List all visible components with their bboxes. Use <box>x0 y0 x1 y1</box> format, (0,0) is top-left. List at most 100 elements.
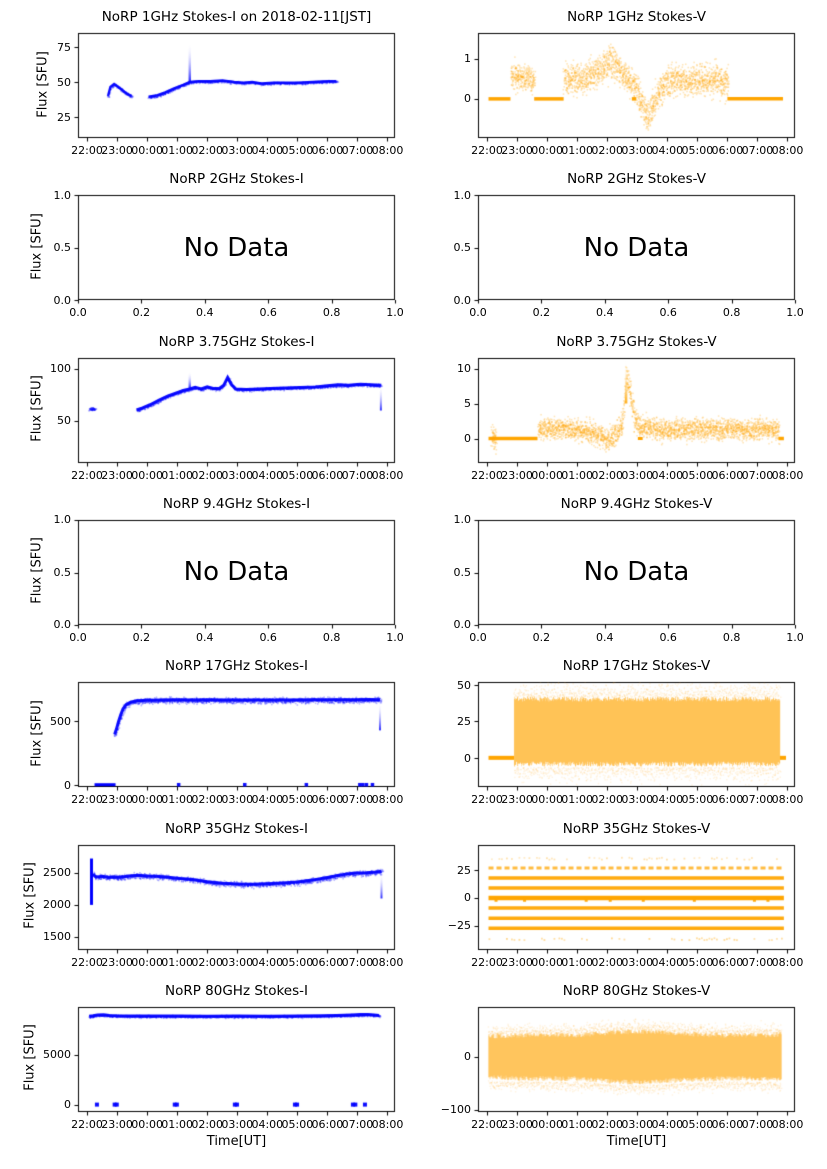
plot-canvas-norp-3.75ghz-stokes-v <box>473 352 800 468</box>
x-tick-label: 05:00 <box>681 468 714 482</box>
x-tick-label: 05:00 <box>281 1117 314 1131</box>
x-tick-label: 05:00 <box>281 793 314 807</box>
x-tick-label: 0.4 <box>596 630 614 644</box>
x-tick-label: 02:00 <box>591 793 624 807</box>
y-tick-label: 0 <box>464 431 471 445</box>
plot-title: NoRP 1GHz Stokes-V <box>567 9 706 25</box>
y-tick-label: 500 <box>50 715 71 729</box>
plot-title: NoRP 2GHz Stokes-I <box>169 171 304 188</box>
x-tick-label: 22:00 <box>471 793 503 807</box>
plot-title: NoRP 9.4GHz Stokes-I <box>162 495 311 512</box>
y-tick-label: 25 <box>457 863 471 877</box>
y-tick-label: 1.0 <box>453 513 472 527</box>
x-tick-label: 07:00 <box>341 144 374 157</box>
x-tick-label: 01:00 <box>161 144 194 157</box>
plot-title: NoRP 3.75GHz Stokes-V <box>556 333 717 350</box>
plot-title: NoRP 2GHz Stokes-V <box>567 171 706 188</box>
x-tick-label: 00:00 <box>531 955 563 969</box>
x-tick-label: 00:00 <box>131 955 163 969</box>
subplot-norp-17ghz-stokes-v: NoRP 17GHz Stokes-V 22:00 23:00 00:00 01:00 0… <box>407 649 827 816</box>
x-tick-label: 0.6 <box>659 306 677 320</box>
x-tick-label: 00:00 <box>531 793 563 807</box>
y-tick-label: 50 <box>57 414 71 428</box>
plot-canvas-norp-35ghz-stokes-v <box>473 839 800 955</box>
x-tick-label: 06:00 <box>711 793 744 807</box>
x-tick-label: 23:00 <box>501 144 533 157</box>
x-tick-label: 04:00 <box>251 793 284 807</box>
y-axis-label: Flux [SFU] <box>29 375 45 442</box>
x-tick-label: 23:00 <box>501 468 533 482</box>
x-tick-label: 04:00 <box>251 955 284 969</box>
x-tick-label: 0.6 <box>659 630 677 644</box>
x-tick-label: 0.0 <box>469 630 487 644</box>
y-tick-label: 0.5 <box>53 241 72 255</box>
y-tick-label: 0 <box>464 1050 471 1064</box>
subplot-norp-35ghz-stokes-i: NoRP 35GHz Stokes-I 22:00 23:00 00:00 01:00 0… <box>0 812 420 979</box>
x-tick-label: 06:00 <box>711 144 744 157</box>
x-tick-label: 07:00 <box>741 144 774 157</box>
x-tick-label: 22:00 <box>71 468 103 482</box>
plot-canvas-norp-1ghz-stokes-i <box>73 28 400 143</box>
x-tick-label: 00:00 <box>131 144 163 157</box>
x-tick-label: 06:00 <box>311 793 344 807</box>
x-tick-label: 0.2 <box>132 630 151 644</box>
x-tick-label: 01:00 <box>561 1117 594 1131</box>
x-tick-label: 08:00 <box>371 793 404 807</box>
x-tick-label: 04:00 <box>251 144 284 157</box>
x-tick-label: 08:00 <box>371 955 404 969</box>
x-tick-label: 02:00 <box>191 144 224 157</box>
x-tick-label: 02:00 <box>591 144 624 157</box>
x-tick-label: 00:00 <box>131 1117 163 1131</box>
x-tick-label: 03:00 <box>621 793 654 807</box>
y-tick-label: 0.5 <box>53 565 72 579</box>
plot-canvas-norp-2ghz-stokes-v <box>473 190 800 306</box>
x-tick-label: 07:00 <box>741 793 774 807</box>
no-data-text: No Data <box>183 557 290 588</box>
x-tick-label: 08:00 <box>371 1117 404 1131</box>
plot-title: NoRP 17GHz Stokes-I <box>165 658 308 675</box>
x-tick-label: 07:00 <box>341 955 374 969</box>
y-tick-label: 100 <box>50 361 71 375</box>
x-tick-label: 06:00 <box>711 955 744 969</box>
x-tick-label: 04:00 <box>651 955 684 969</box>
plot-canvas-norp-17ghz-stokes-v <box>473 677 800 793</box>
x-tick-label: 02:00 <box>191 1117 224 1131</box>
y-tick-label: 1.0 <box>453 188 472 202</box>
x-tick-label: 07:00 <box>341 1117 374 1131</box>
x-tick-label: 0.8 <box>322 306 341 320</box>
plot-canvas-norp-80ghz-stokes-i <box>73 1001 400 1117</box>
x-tick-label: 05:00 <box>681 144 714 157</box>
y-tick-label: 5 <box>464 396 471 410</box>
y-tick-label: 75 <box>57 40 71 54</box>
x-tick-label: 00:00 <box>531 144 563 157</box>
plot-canvas-norp-1ghz-stokes-v <box>473 28 800 143</box>
plot-canvas-norp-3.75ghz-stokes-i <box>73 352 400 468</box>
no-data-text: No Data <box>183 232 290 263</box>
x-tick-label: 07:00 <box>341 468 374 482</box>
subplot-norp-3.75ghz-stokes-v: NoRP 3.75GHz Stokes-V 22:00 23:00 00:00 01:0… <box>407 325 827 492</box>
x-tick-label: 02:00 <box>191 955 224 969</box>
y-tick-label: 0 <box>464 751 471 765</box>
plot-canvas-norp-2ghz-stokes-i <box>73 190 400 306</box>
x-tick-label: 08:00 <box>771 955 804 969</box>
y-tick-label: 5000 <box>43 1048 71 1062</box>
x-tick-label: 23:00 <box>501 1117 533 1131</box>
subplot-norp-9.4ghz-stokes-i: NoRP 9.4GHz Stokes-I 0.0 0.2 0.4 0.6 0.8 1.0 0.… <box>0 487 420 654</box>
y-tick-label: 50 <box>457 678 471 692</box>
x-tick-label: 08:00 <box>771 468 804 482</box>
y-axis-label: Flux [SFU] <box>29 213 45 280</box>
x-tick-label: 04:00 <box>651 1117 684 1131</box>
x-tick-label: 06:00 <box>311 468 344 482</box>
x-tick-label: 22:00 <box>471 1117 503 1131</box>
x-tick-label: 01:00 <box>561 793 594 807</box>
x-tick-label: 03:00 <box>621 1117 654 1131</box>
x-tick-label: 23:00 <box>101 955 133 969</box>
y-tick-label: 0 <box>64 778 71 792</box>
x-tick-label: 03:00 <box>221 955 254 969</box>
plot-title: NoRP 17GHz Stokes-V <box>562 658 711 675</box>
x-tick-label: 01:00 <box>561 468 594 482</box>
x-tick-label: 22:00 <box>471 955 503 969</box>
x-tick-label: 23:00 <box>101 468 133 482</box>
x-tick-label: 0.2 <box>132 306 151 320</box>
x-tick-label: 01:00 <box>561 144 594 157</box>
